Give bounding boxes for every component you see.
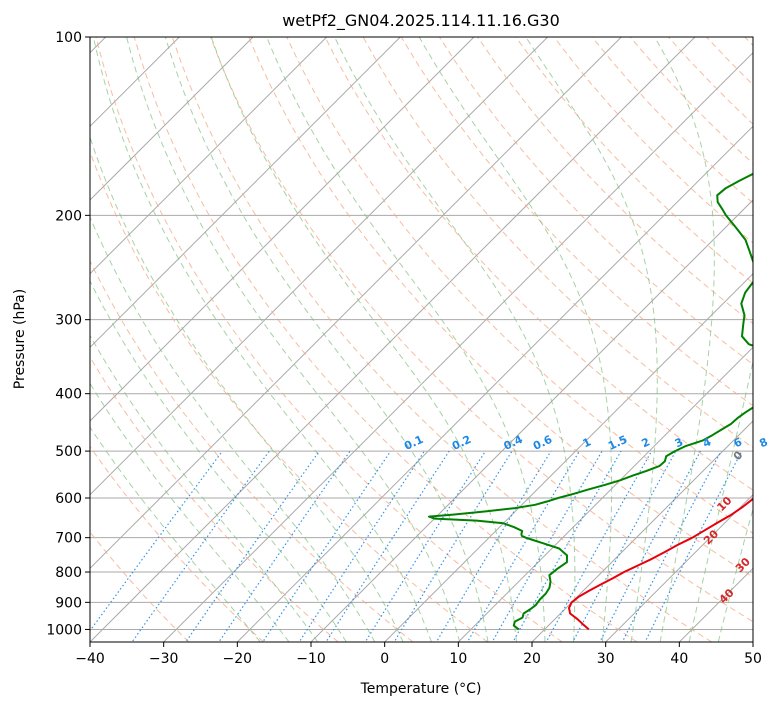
plot-area: [90, 37, 753, 642]
moist-adiabat: [717, 506, 753, 642]
x-axis-title: Temperature (°C): [360, 681, 482, 697]
y-tick-label: 200: [55, 208, 82, 224]
isotherm-line: [90, 37, 696, 642]
moist-adiabat: [210, 37, 517, 642]
line-labels: -100-90-80-70-60-50-40-30-20-100.10.20.4…: [402, 433, 770, 607]
mixing-ratio-lines: [90, 450, 743, 642]
mixing-ratio-line: [466, 450, 580, 642]
moist-adiabat: [418, 37, 613, 642]
isotherm-line: [90, 37, 328, 275]
x-tick-label: −40: [75, 651, 105, 667]
x-axis: −40 −30 −20 −10 0 10 20 30 40 50: [75, 642, 762, 667]
temperature-profile: [568, 497, 753, 631]
y-tick-label: 1000: [46, 622, 82, 638]
x-tick-label: 10: [449, 651, 467, 667]
moist-adiabat: [90, 382, 290, 642]
x-tick-label: 30: [597, 651, 615, 667]
isotherm-line: [163, 51, 753, 642]
dry-adiabat: [90, 259, 414, 642]
isotherm-line: [90, 37, 401, 349]
isotherm-line: [605, 493, 753, 642]
mixing-ratio-line: [491, 450, 603, 642]
y-tick-label: 800: [55, 565, 82, 581]
y-tick-label: 600: [55, 491, 82, 507]
y-tick-label: 400: [55, 387, 82, 403]
mixing-ratio-line: [512, 450, 622, 642]
moist-adiabat: [654, 37, 715, 642]
dry-adiabat: [286, 37, 753, 534]
moist-adiabat: [126, 37, 461, 642]
moist-adiabat: [90, 215, 376, 642]
isotherm-line: [90, 37, 254, 201]
y-axis-title: Pressure (hPa): [12, 289, 28, 389]
dry-adiabat: [171, 37, 712, 642]
mixing-ratio-line: [262, 450, 392, 642]
grid-layer: [90, 37, 753, 642]
chart-title: wetPf2_GN04.2025.114.11.16.G30: [282, 11, 560, 31]
moist-adiabat: [266, 37, 546, 642]
x-tick-label: 50: [744, 651, 762, 667]
series-layer: [428, 172, 753, 631]
mixing-ratio-line: [545, 450, 653, 642]
x-tick-label: 40: [670, 651, 688, 667]
mixing-ratio-line: [218, 450, 351, 642]
isotherm-line: [236, 125, 753, 642]
moist-adiabat: [90, 334, 319, 642]
isotherm-line: [531, 420, 753, 642]
moist-adiabat: [92, 37, 432, 642]
y-tick-label: 300: [55, 313, 82, 329]
mixing-ratio-line: [298, 450, 425, 642]
x-tick-label: −20: [223, 651, 253, 667]
isotherm-line: [384, 272, 753, 642]
y-axis: 1000 900 800 700 600 500 400 300 200 100: [46, 30, 90, 638]
moist-adiabat: [525, 37, 658, 642]
dry-adiabat: [248, 37, 753, 578]
y-tick-label: 500: [55, 444, 82, 460]
dry-adiabat: [210, 37, 753, 623]
y-tick-label: 900: [55, 595, 82, 611]
isotherm-line: [90, 37, 549, 496]
x-tick-label: −10: [296, 651, 326, 667]
moist-adiabat: [90, 135, 404, 642]
mixing-ratio-line: [435, 450, 552, 642]
dewpoint-profile: [428, 172, 753, 631]
dry-adiabat: [90, 445, 264, 642]
dry-adiabat: [95, 37, 563, 642]
mixing-ratio-line: [364, 450, 486, 642]
x-tick-label: 0: [380, 651, 389, 667]
moist-adiabat: [90, 426, 261, 642]
plot-frame: [89, 36, 754, 643]
mixing-ratio-line: [393, 450, 513, 642]
mixing-ratio-line: [131, 450, 270, 642]
mixing-ratio-line: [599, 450, 702, 642]
mixing-ratio-line: [572, 450, 677, 642]
moist-adiabat: [688, 358, 753, 642]
isotherm-line: [457, 346, 753, 642]
y-tick-label: 100: [55, 30, 82, 46]
x-tick-label: −30: [149, 651, 179, 667]
isotherm-line: [90, 37, 622, 570]
moist-adiabat: [164, 37, 489, 642]
dry-adiabat: [515, 37, 753, 284]
x-tick-label: 20: [523, 651, 541, 667]
dry-adiabat: [324, 37, 753, 491]
y-tick-label: 700: [55, 531, 82, 547]
isotherm-line: [90, 37, 475, 422]
mixing-ratio-line: [325, 450, 450, 642]
